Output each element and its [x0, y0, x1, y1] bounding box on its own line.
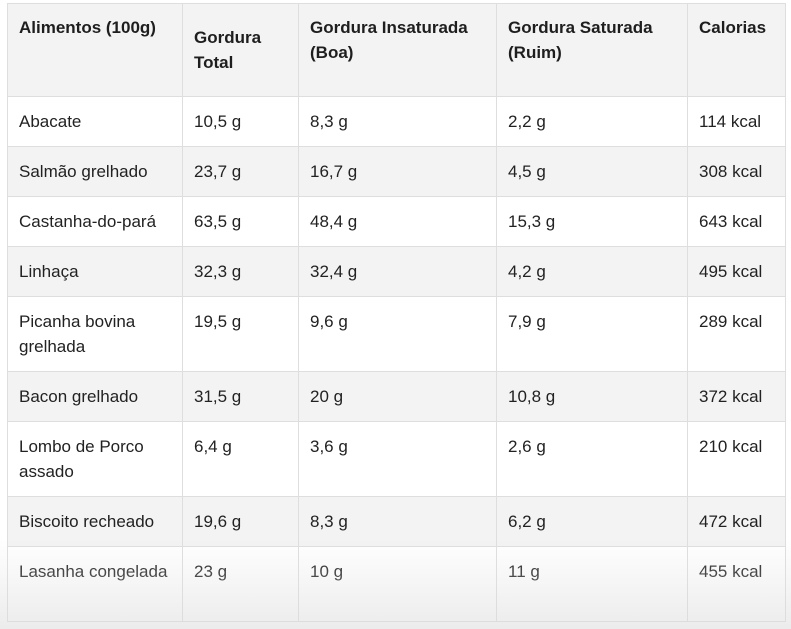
table-row: Lasanha congelada 23 g 10 g 11 g 455 kca…	[7, 546, 786, 622]
table-row: Lombo de Porco assado 6,4 g 3,6 g 2,6 g …	[7, 421, 786, 497]
cell-saturated-fat: 4,2 g	[496, 246, 688, 297]
cell-total-fat: 31,5 g	[182, 371, 299, 422]
table-row: Biscoito recheado 19,6 g 8,3 g 6,2 g 472…	[7, 496, 786, 547]
cell-total-fat: 32,3 g	[182, 246, 299, 297]
cell-calories: 495 kcal	[687, 246, 786, 297]
header-food: Alimentos (100g)	[7, 3, 183, 97]
table-row: Bacon grelhado 31,5 g 20 g 10,8 g 372 kc…	[7, 371, 786, 422]
table-row: Linhaça 32,3 g 32,4 g 4,2 g 495 kcal	[7, 246, 786, 297]
cell-calories: 289 kcal	[687, 296, 786, 372]
cell-food: Linhaça	[7, 246, 183, 297]
cell-food: Bacon grelhado	[7, 371, 183, 422]
cell-total-fat: 63,5 g	[182, 196, 299, 247]
cell-food: Abacate	[7, 96, 183, 147]
cell-calories: 210 kcal	[687, 421, 786, 497]
cell-unsaturated-fat: 8,3 g	[298, 96, 497, 147]
cell-calories: 643 kcal	[687, 196, 786, 247]
cell-unsaturated-fat: 10 g	[298, 546, 497, 622]
cell-unsaturated-fat: 16,7 g	[298, 146, 497, 197]
cell-calories: 372 kcal	[687, 371, 786, 422]
cell-food: Biscoito recheado	[7, 496, 183, 547]
table-row: Castanha-do-pará 63,5 g 48,4 g 15,3 g 64…	[7, 196, 786, 247]
cell-unsaturated-fat: 3,6 g	[298, 421, 497, 497]
cell-calories: 308 kcal	[687, 146, 786, 197]
cell-unsaturated-fat: 32,4 g	[298, 246, 497, 297]
cell-total-fat: 19,6 g	[182, 496, 299, 547]
cell-total-fat: 10,5 g	[182, 96, 299, 147]
cell-saturated-fat: 10,8 g	[496, 371, 688, 422]
cell-total-fat: 23,7 g	[182, 146, 299, 197]
cell-saturated-fat: 2,2 g	[496, 96, 688, 147]
cell-total-fat: 19,5 g	[182, 296, 299, 372]
cell-food: Castanha-do-pará	[7, 196, 183, 247]
cell-unsaturated-fat: 20 g	[298, 371, 497, 422]
cell-saturated-fat: 2,6 g	[496, 421, 688, 497]
header-unsaturated-fat: Gordura Insaturada (Boa)	[298, 3, 497, 97]
cell-unsaturated-fat: 8,3 g	[298, 496, 497, 547]
cell-saturated-fat: 7,9 g	[496, 296, 688, 372]
cell-food: Picanha bovina grelhada	[7, 296, 183, 372]
table-row: Salmão grelhado 23,7 g 16,7 g 4,5 g 308 …	[7, 146, 786, 197]
cell-unsaturated-fat: 9,6 g	[298, 296, 497, 372]
cell-total-fat: 23 g	[182, 546, 299, 622]
cell-unsaturated-fat: 48,4 g	[298, 196, 497, 247]
cell-calories: 455 kcal	[687, 546, 786, 622]
cell-saturated-fat: 4,5 g	[496, 146, 688, 197]
cell-calories: 114 kcal	[687, 96, 786, 147]
cell-total-fat: 6,4 g	[182, 421, 299, 497]
cell-food: Salmão grelhado	[7, 146, 183, 197]
header-total-fat: Gordura Total	[182, 3, 299, 97]
cell-saturated-fat: 6,2 g	[496, 496, 688, 547]
header-saturated-fat: Gordura Saturada (Ruim)	[496, 3, 688, 97]
cell-calories: 472 kcal	[687, 496, 786, 547]
header-calories: Calorias	[687, 3, 786, 97]
table-row: Abacate 10,5 g 8,3 g 2,2 g 114 kcal	[7, 96, 786, 147]
table-row: Picanha bovina grelhada 19,5 g 9,6 g 7,9…	[7, 296, 786, 372]
cell-saturated-fat: 11 g	[496, 546, 688, 622]
cell-food: Lasanha congelada	[7, 546, 183, 622]
table-header-row: Alimentos (100g) Gordura Total Gordura I…	[7, 3, 786, 97]
nutrition-table: Alimentos (100g) Gordura Total Gordura I…	[7, 3, 786, 622]
cell-food: Lombo de Porco assado	[7, 421, 183, 497]
cell-saturated-fat: 15,3 g	[496, 196, 688, 247]
